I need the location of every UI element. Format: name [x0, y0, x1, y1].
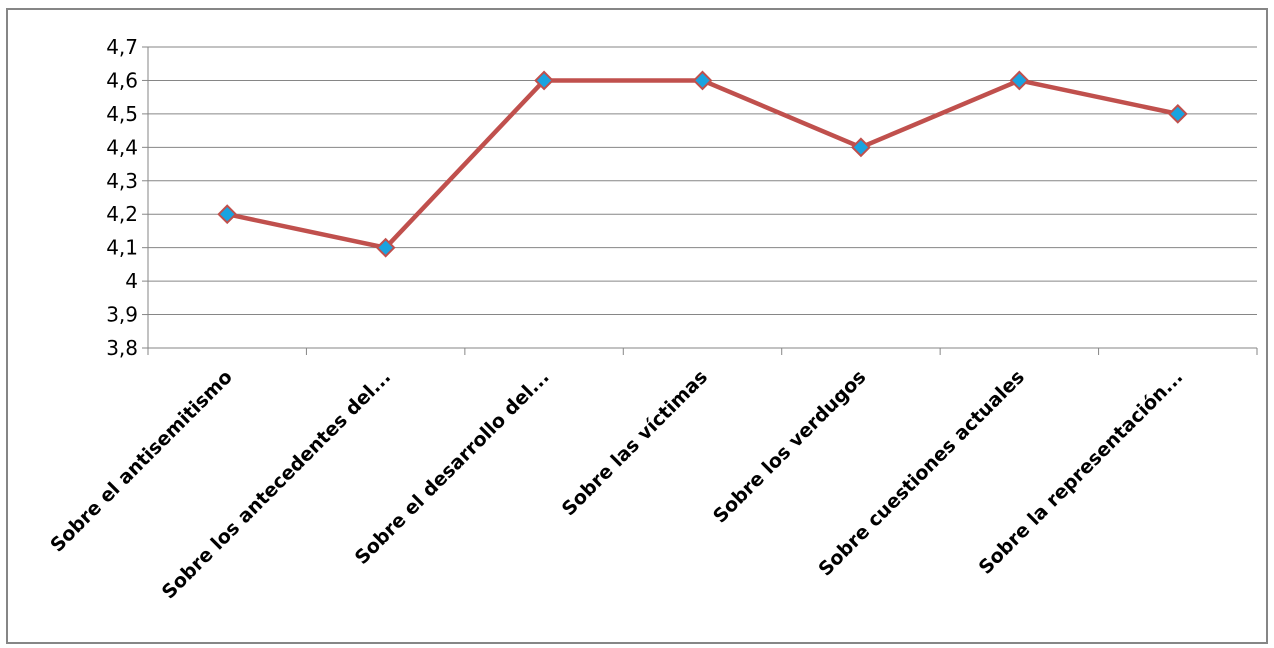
y-tick-label: 4,3 [106, 169, 138, 193]
series [217, 70, 1188, 258]
y-tick-label: 4,2 [106, 202, 138, 226]
data-point-marker [1009, 70, 1030, 91]
y-tick-label: 4,4 [106, 135, 138, 159]
data-point-marker [692, 70, 713, 91]
data-point-marker [217, 204, 238, 225]
y-axis-tick-labels: 3,8 3,9 4 4,1 4,2 4,3 4,4 4,5 4,6 4,7 [106, 35, 138, 360]
series-line [224, 78, 1181, 250]
x-tick-label: Sobre el antisemitismo [46, 366, 237, 557]
y-tick-label: 3,8 [106, 336, 138, 360]
gridlines [148, 46, 1257, 316]
data-point-marker [375, 237, 396, 258]
y-tick-label: 4,6 [106, 68, 138, 92]
chart-frame: 3,8 3,9 4 4,1 4,2 4,3 4,4 4,5 4,6 4,7 Sobre el an… [6, 8, 1268, 644]
y-tick-label: 4,7 [106, 35, 138, 59]
axes [142, 46, 1258, 355]
x-tick-label: Sobre los verdugos [709, 366, 871, 528]
y-tick-label: 3,9 [106, 303, 138, 327]
x-tick-label: Sobre el desarrollo del... [351, 366, 554, 569]
data-point-marker [1167, 103, 1188, 124]
line-chart: 3,8 3,9 4 4,1 4,2 4,3 4,4 4,5 4,6 4,7 Sobre el an… [46, 35, 1258, 603]
data-point-marker [851, 137, 871, 158]
y-tick-label: 4 [125, 269, 138, 293]
x-tick-label: Sobre las víctimas [558, 366, 712, 520]
data-point-marker [534, 70, 554, 91]
y-tick-label: 4,5 [106, 102, 138, 126]
y-tick-label: 4,1 [106, 236, 138, 260]
